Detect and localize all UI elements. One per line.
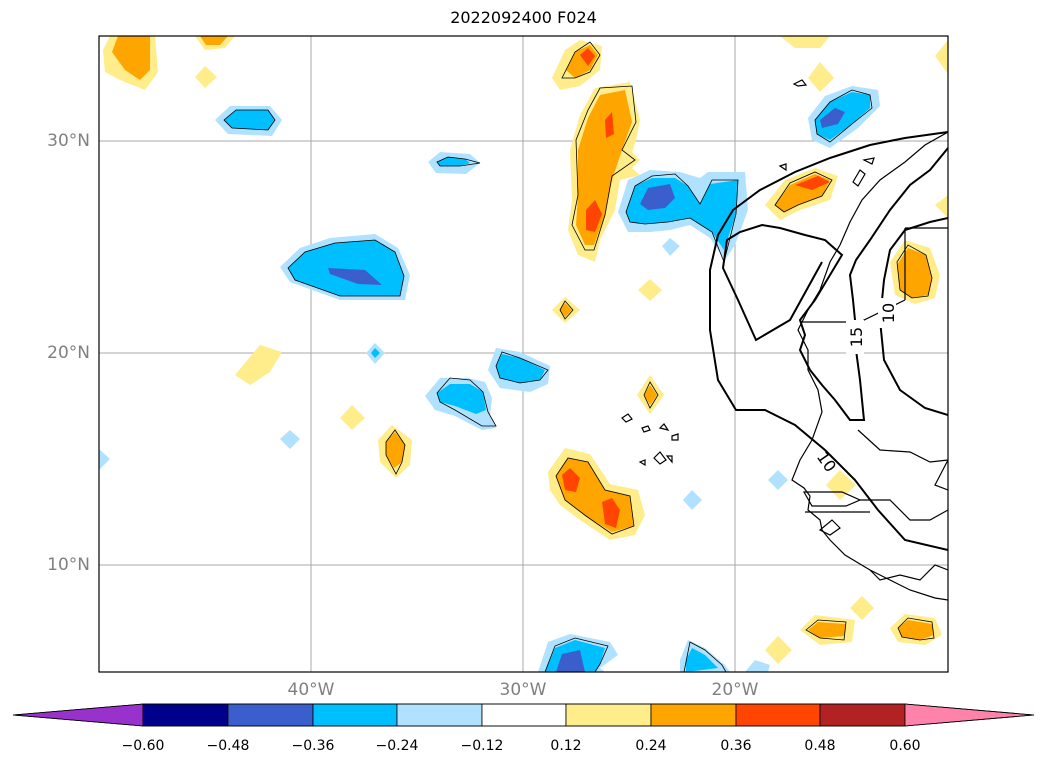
colorbar-segment: [565, 703, 652, 727]
colorbar-segment: [735, 703, 821, 727]
colorbar-tick-label: 0.36: [720, 738, 752, 754]
colorbar-tick-label: −0.12: [460, 738, 504, 754]
contour-label-bg: [846, 320, 864, 354]
lat-label-10n: 10°N: [47, 555, 90, 575]
colorbar-tick-label: −0.48: [206, 738, 250, 754]
map-frame: [98, 35, 949, 673]
contour-label-bg: [878, 298, 896, 328]
lon-label-40w: 40°W: [287, 680, 335, 700]
colorbar-over: [904, 703, 1035, 727]
colorbar-segment: [481, 703, 567, 727]
colorbar-tick-label: −0.36: [291, 738, 335, 754]
positive-anomaly-areas: [103, 36, 948, 664]
colorbar-tick-label: −0.60: [121, 738, 165, 754]
colorbar-tick-label: 0.48: [804, 738, 836, 754]
islands: [621, 79, 875, 467]
colorbar-tick-label: 0.60: [889, 738, 921, 754]
colorbar-outline: [12, 703, 1035, 727]
contour-label: 15: [847, 327, 866, 347]
colorbar: [12, 703, 1035, 727]
lon-label-20w: 20°W: [711, 680, 759, 700]
colorbar-segment: [312, 703, 398, 727]
colorbar-tick-label: 0.12: [550, 738, 582, 754]
lat-label-30n: 30°N: [47, 131, 90, 151]
lat-label-20n: 20°N: [47, 343, 90, 363]
colorbar-segment: [396, 703, 483, 727]
lon-label-30w: 30°W: [499, 680, 547, 700]
map-title: 2022092400 F024: [450, 8, 597, 27]
anomaly-contours: [223, 41, 935, 672]
negative-anomaly-areas: [99, 86, 880, 672]
colorbar-segment: [650, 703, 737, 727]
colorbar-segment: [142, 703, 229, 727]
contour-label: 10: [879, 303, 898, 323]
colorbar-under: [12, 703, 144, 727]
colorbar-segment: [227, 703, 314, 727]
colorbar-tick-label: 0.24: [635, 738, 667, 754]
colorbar-tick-label: −0.24: [375, 738, 419, 754]
colorbar-segment: [819, 703, 906, 727]
contour-label: 10: [813, 448, 840, 476]
